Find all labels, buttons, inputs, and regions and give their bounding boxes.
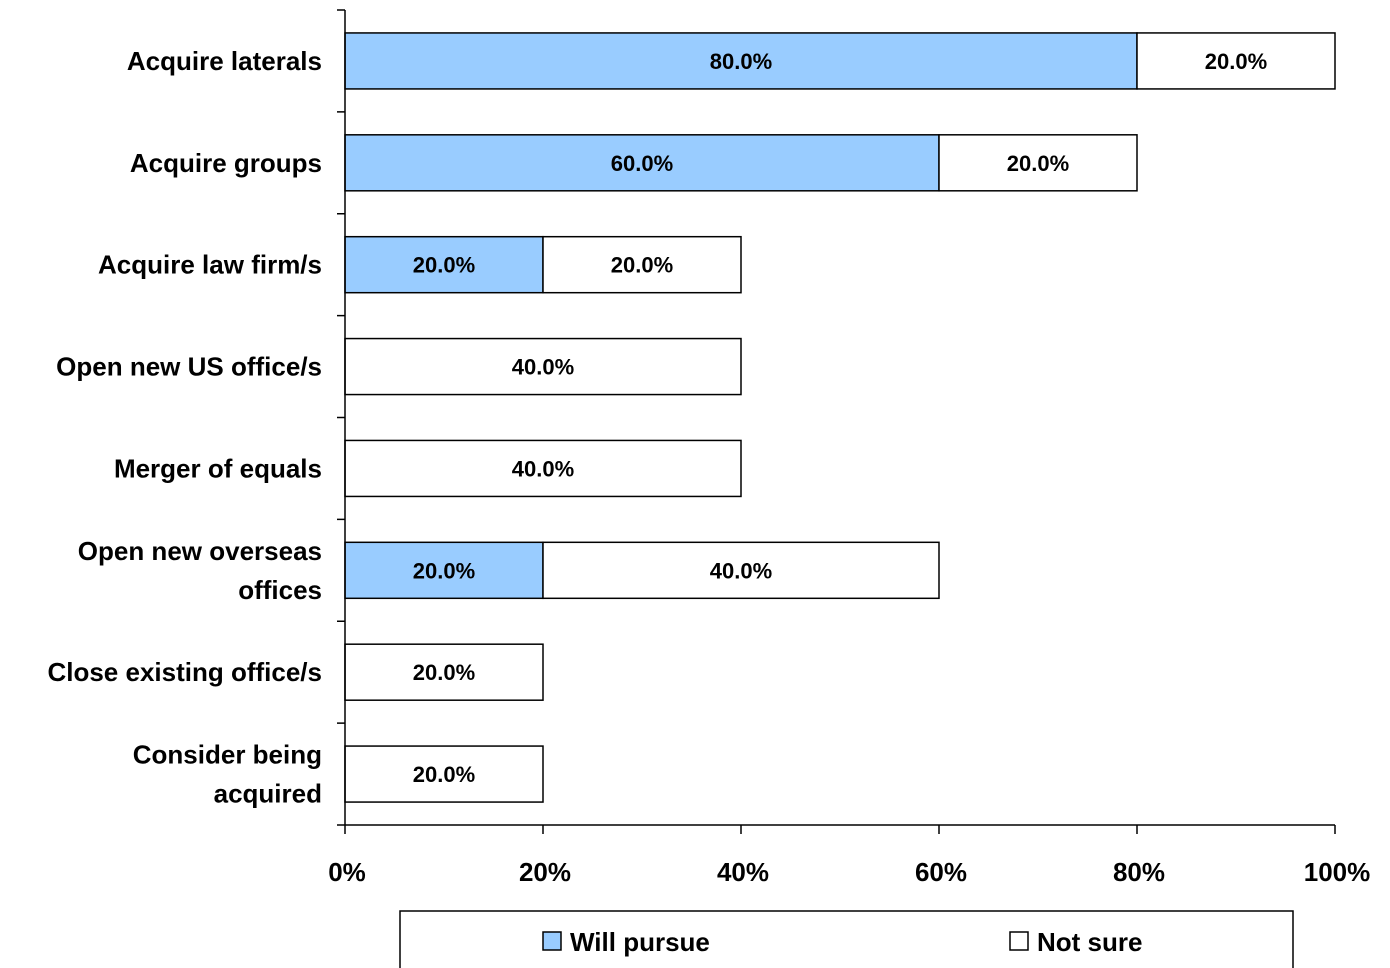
- category-label-2: Acquire law firm/s: [98, 250, 322, 280]
- bar-not-sure-7: [344, 745, 544, 803]
- bars-layer: [344, 32, 1336, 803]
- category-label-3: Open new US office/s: [56, 352, 322, 382]
- data-label-not-sure-6: 20.0%: [413, 660, 475, 685]
- bar-not-sure-6: [344, 643, 544, 701]
- bar-not-sure-5: [542, 541, 940, 600]
- bar-not-sure-3: [344, 337, 742, 396]
- bar-not-sure-1: [938, 134, 1138, 192]
- bar-will-pursue-2: [344, 235, 544, 294]
- x-tick-label-3: 60%: [915, 857, 967, 887]
- bar-will-pursue-0: [344, 32, 1138, 90]
- legend-swatch-will-pursue: [542, 931, 562, 951]
- data-label-not-sure-2: 20.0%: [611, 253, 673, 278]
- bar-not-sure-0: [1136, 32, 1336, 90]
- legend-swatch-not-sure: [1009, 931, 1029, 951]
- data-label-will-pursue-2: 20.0%: [413, 253, 475, 278]
- data-label-not-sure-1: 20.0%: [1007, 151, 1069, 176]
- data-label-not-sure-7: 20.0%: [413, 762, 475, 787]
- data-label-not-sure-4: 40.0%: [512, 456, 574, 481]
- data-label-will-pursue-1: 60.0%: [611, 151, 673, 176]
- legend: Will pursue Not sure: [399, 910, 1294, 968]
- category-label-0: Acquire laterals: [127, 46, 322, 76]
- data-label-not-sure-0: 20.0%: [1205, 49, 1267, 74]
- legend-label-will-pursue: Will pursue: [570, 927, 710, 957]
- data-label-will-pursue-5: 20.0%: [413, 558, 475, 583]
- legend-label-not-sure: Not sure: [1037, 927, 1142, 957]
- data-label-not-sure-3: 40.0%: [512, 355, 574, 380]
- x-tick-label-2: 40%: [717, 857, 769, 887]
- category-label-7-line-1: acquired: [214, 779, 322, 809]
- legend-box: [399, 910, 1294, 968]
- axes-layer: 0% 20% 40% 60% 80% 100%: [328, 9, 1371, 887]
- x-tick-label-4: 80%: [1113, 857, 1165, 887]
- bar-not-sure-2: [542, 235, 742, 294]
- data-label-will-pursue-0: 80.0%: [710, 49, 772, 74]
- labels-layer: 80.0% 20.0% Acquire laterals 60.0% 20.0% Acqu…: [47, 46, 1267, 809]
- category-label-6: Close existing office/s: [47, 657, 322, 687]
- category-label-5-line-0: Open new overseas: [78, 536, 322, 566]
- data-label-not-sure-5: 40.0%: [710, 558, 772, 583]
- category-label-1: Acquire groups: [130, 148, 322, 178]
- category-label-7-line-0: Consider being: [133, 740, 322, 770]
- category-label-4: Merger of equals: [114, 453, 322, 483]
- x-tick-label-0: 0%: [328, 857, 366, 887]
- x-tick-label-1: 20%: [519, 857, 571, 887]
- category-label-5-line-1: offices: [238, 575, 322, 605]
- x-tick-label-5: 100%: [1304, 857, 1371, 887]
- bar-will-pursue-1: [344, 134, 940, 192]
